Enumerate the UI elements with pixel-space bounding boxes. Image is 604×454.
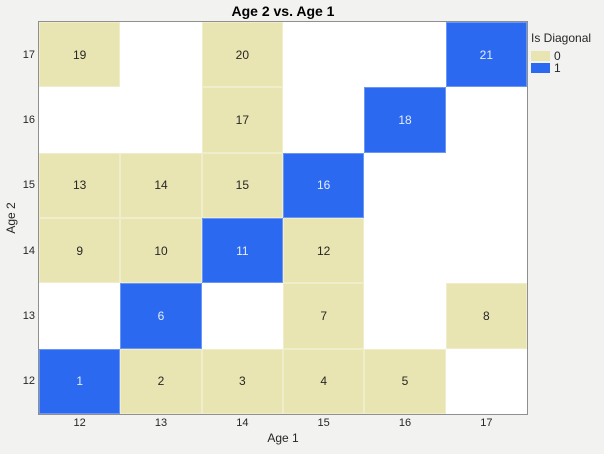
y-tick-label-12: 12 (22, 375, 35, 388)
heatmap-cell-x15-y14[interactable]: 12 (283, 218, 365, 284)
y-tick-label-14: 14 (22, 244, 35, 257)
heatmap-cell-x13-y12[interactable]: 2 (120, 348, 202, 414)
legend-label: 1 (554, 61, 561, 75)
x-axis-label: Age 1 (267, 431, 299, 445)
x-tick-label-14: 14 (236, 417, 249, 429)
y-tick-label-17: 17 (22, 48, 35, 61)
y-axis-label: Age 2 (4, 202, 18, 234)
heatmap-cell-x12-y15[interactable]: 13 (39, 152, 121, 218)
y-tick-label-16: 16 (22, 114, 35, 126)
legend-label: 0 (554, 49, 561, 63)
heatmap-cell-x14-y16[interactable]: 17 (201, 87, 283, 153)
heatmap-cell-x16-y16[interactable]: 18 (364, 87, 446, 153)
y-tick-label-13: 13 (22, 310, 35, 322)
legend-title: Is Diagonal (531, 31, 592, 45)
heatmap-cell-x14-y14[interactable]: 11 (201, 218, 283, 284)
heatmap-cell-x12-y12[interactable]: 1 (39, 348, 121, 414)
heatmap-cell-x12-y17[interactable]: 19 (39, 22, 121, 88)
x-tick-label-15: 15 (317, 417, 330, 429)
heatmap-cell-x17-y17[interactable]: 21 (445, 22, 527, 88)
legend-entry-0: 0 (531, 49, 591, 63)
x-tick-label-12: 12 (73, 417, 86, 429)
plot-area: 1 2 3 4 5 6 7 8 9 10 11 12 13 14 15 16 17 18 19 20 21 (38, 21, 528, 415)
legend-entry-1: 1 (531, 61, 591, 75)
heatmap-cell-x17-y13[interactable]: 8 (445, 283, 527, 349)
legend-swatch-0[interactable] (531, 51, 550, 61)
x-tick-label-13: 13 (154, 417, 168, 429)
heatmap-cell-x14-y15[interactable]: 15 (201, 152, 283, 218)
heatmap-cell-x14-y12[interactable]: 3 (201, 348, 283, 414)
x-tick-label-17: 17 (480, 417, 493, 429)
heatmap-cell-x13-y15[interactable]: 14 (120, 152, 202, 218)
heatmap-cell-x16-y12[interactable]: 5 (364, 348, 446, 414)
heatmap-cell-x13-y14[interactable]: 10 (120, 218, 202, 284)
heatmap-cell-x14-y17[interactable]: 20 (201, 22, 283, 88)
chart-title: Age 2 vs. Age 1 (231, 3, 335, 19)
heatmap-cell-x15-y12[interactable]: 4 (283, 348, 365, 414)
y-tick-label-15: 15 (22, 179, 35, 192)
legend-swatch-1[interactable] (531, 63, 550, 73)
heatmap-cell-x15-y13[interactable]: 7 (283, 283, 365, 349)
heatmap-cell-x15-y15[interactable]: 16 (283, 152, 365, 218)
heatmap-cell-x12-y14[interactable]: 9 (39, 218, 121, 284)
x-tick-label-16: 16 (398, 417, 412, 429)
heatmap-cell-x13-y13[interactable]: 6 (120, 283, 202, 349)
